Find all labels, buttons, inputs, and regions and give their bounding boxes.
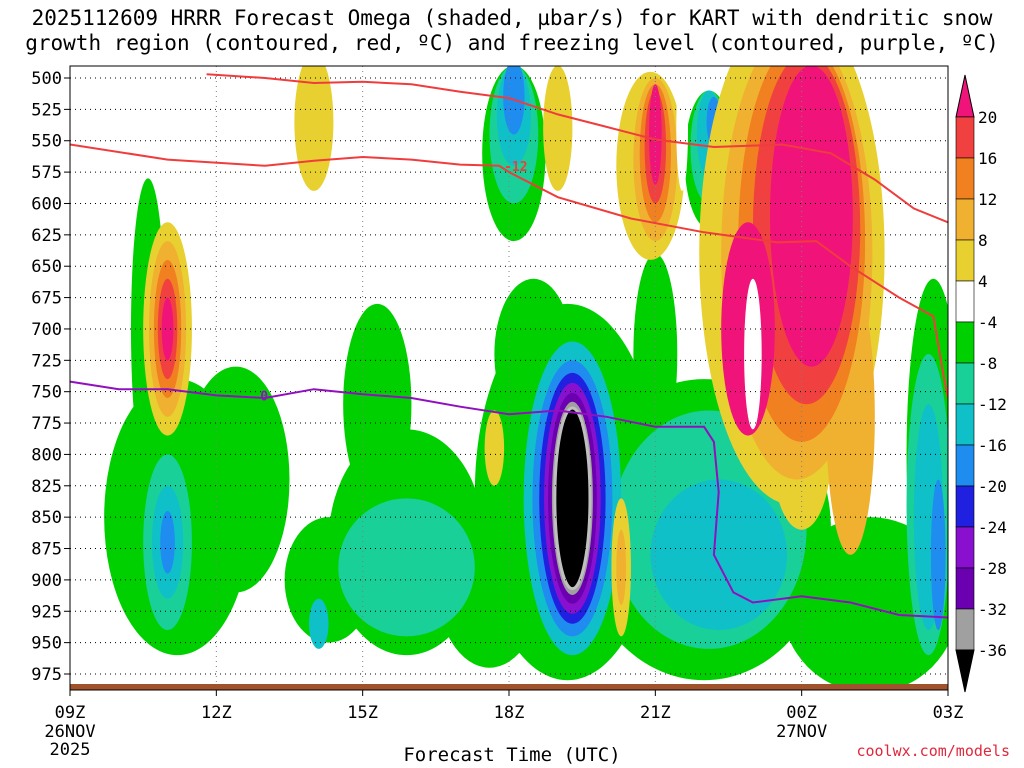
- colorbar-label: 12: [978, 190, 997, 209]
- plot-area: -12 0: [70, 66, 948, 690]
- colorbar-swatch: [955, 608, 975, 651]
- colorbar-label: -32: [978, 600, 1007, 619]
- x-axis-title: Forecast Time (UTC): [403, 744, 621, 766]
- y-tick-label: 725: [31, 351, 62, 371]
- terrain-band: [70, 684, 948, 690]
- y-tick-label: 575: [31, 163, 62, 183]
- omega-shading: [104, 66, 948, 690]
- freezing-level-label: 0: [260, 389, 268, 404]
- colorbar-label: 8: [978, 231, 988, 250]
- y-tick-label: 950: [31, 634, 62, 654]
- y-tick-label: 750: [31, 383, 62, 403]
- colorbar-swatch: [955, 239, 975, 282]
- colorbar-swatch: [955, 198, 975, 241]
- omega-shade-region: [543, 66, 573, 191]
- colorbar-label: -4: [978, 313, 997, 332]
- omega-shade-region: [769, 66, 853, 367]
- freezing-level-line: [70, 380, 948, 619]
- y-tick-label: 925: [31, 602, 62, 622]
- contour-lines: -12 0: [70, 73, 948, 619]
- omega-shade-region: [930, 479, 946, 631]
- colorbar-swatch: [955, 567, 975, 610]
- y-tick-label: 600: [31, 194, 62, 214]
- colorbar-label: -12: [978, 395, 1007, 414]
- y-tick-label: 675: [31, 289, 62, 309]
- dgz-contour-line: [70, 143, 948, 399]
- colorbar-label: -24: [978, 518, 1007, 537]
- y-tick-label: 775: [31, 414, 62, 434]
- omega-shade-region: [650, 479, 788, 631]
- colorbar-swatch: [955, 362, 975, 405]
- y-tick-label: 650: [31, 257, 62, 277]
- x-tick-label: 09Z: [55, 703, 86, 723]
- y-tick-label: 800: [31, 445, 62, 465]
- colorbar-swatch: [955, 444, 975, 487]
- y-tick-label: 975: [31, 665, 62, 685]
- y-tick-label: 850: [31, 508, 62, 528]
- y-tick-label: 825: [31, 477, 62, 497]
- omega-shade-region: [616, 529, 627, 605]
- omega-shade-region: [744, 278, 762, 430]
- colorbar: 20 16 12 8 4 -4 -8 -12 -16 -20 -24 -28 -32 -36: [955, 74, 1007, 693]
- omega-shade-region: [648, 84, 662, 185]
- title-line-2: growth region (contoured, red, ºC) and f…: [25, 31, 999, 55]
- y-tick-label: 700: [31, 320, 62, 340]
- x-tick-year-label: 2025: [50, 740, 91, 760]
- colorbar-label: -28: [978, 559, 1007, 578]
- colorbar-swatch: [955, 403, 975, 446]
- colorbar-top-arrow: [955, 74, 975, 118]
- colorbar-swatch: [955, 321, 975, 364]
- colorbar-bottom-arrow: [955, 649, 975, 693]
- omega-shade-region: [309, 598, 329, 649]
- y-tick-label: 625: [31, 226, 62, 246]
- x-tick-label: 15Z: [347, 703, 378, 723]
- y-tick-label: 550: [31, 132, 62, 152]
- omega-shade-region: [338, 498, 475, 637]
- colorbar-label: -36: [978, 641, 1007, 660]
- x-tick-label: 03Z: [933, 703, 964, 723]
- colorbar-swatch: [955, 157, 975, 200]
- colorbar-label: 4: [978, 272, 988, 291]
- dgz-contour-label: -12: [504, 160, 527, 175]
- chart-title: 2025112609 HRRR Forecast Omega (shaded, …: [0, 6, 1024, 56]
- colorbar-label: -8: [978, 354, 997, 373]
- x-tick-label: 18Z: [494, 703, 525, 723]
- omega-shade-region: [294, 66, 334, 191]
- omega-shade-region: [676, 66, 689, 191]
- credit-link[interactable]: coolwx.com/models: [856, 742, 1010, 760]
- y-tick-label: 900: [31, 571, 62, 591]
- y-tick-label: 500: [31, 69, 62, 89]
- y-tick-label: 525: [31, 100, 62, 120]
- omega-shade-region: [484, 410, 505, 486]
- colorbar-label: -16: [978, 436, 1007, 455]
- omega-shade-region: [161, 297, 174, 361]
- colorbar-label: -20: [978, 477, 1007, 496]
- x-tick-label: 12Z: [201, 703, 232, 723]
- omega-shade-region: [182, 366, 290, 593]
- omega-shade-region: [633, 253, 678, 455]
- x-tick-label: 21Z: [640, 703, 671, 723]
- colorbar-label: 20: [978, 108, 997, 127]
- colorbar-swatch: [955, 280, 975, 323]
- y-axis: 500 525 550 575 600 625 650 675 700 725 750 775 800 8…: [31, 69, 70, 685]
- colorbar-label: 16: [978, 149, 997, 168]
- colorbar-swatch: [955, 485, 975, 528]
- colorbar-swatch: [955, 116, 975, 159]
- omega-shade-region: [160, 510, 175, 574]
- dgz-contour-line: [206, 73, 948, 224]
- omega-shade-region: [782, 517, 948, 690]
- gridlines: [70, 66, 948, 690]
- title-line-1: 2025112609 HRRR Forecast Omega (shaded, …: [31, 6, 993, 30]
- colorbar-swatch: [955, 526, 975, 569]
- x-tick-date-label: 26NOV: [44, 722, 95, 742]
- x-tick-label: 00Z: [786, 703, 817, 723]
- y-tick-label: 875: [31, 540, 62, 560]
- x-tick-date-label: 27NOV: [776, 722, 827, 742]
- omega-shade-region: [553, 406, 592, 591]
